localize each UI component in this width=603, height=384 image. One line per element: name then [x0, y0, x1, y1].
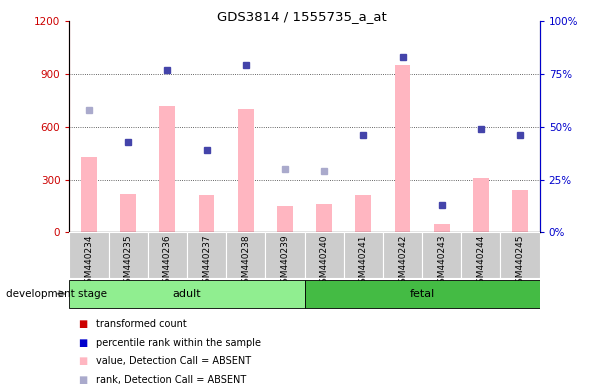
- Bar: [226, 232, 265, 278]
- Text: percentile rank within the sample: percentile rank within the sample: [96, 338, 262, 348]
- Bar: [81, 157, 96, 232]
- Bar: [305, 232, 344, 278]
- Bar: [422, 232, 461, 278]
- Text: ■: ■: [78, 375, 87, 384]
- Text: ■: ■: [78, 319, 87, 329]
- Text: adult: adult: [172, 289, 201, 299]
- Text: GSM440239: GSM440239: [280, 235, 289, 289]
- Text: development stage: development stage: [6, 289, 107, 299]
- Text: rank, Detection Call = ABSENT: rank, Detection Call = ABSENT: [96, 375, 247, 384]
- Bar: [434, 223, 450, 232]
- Text: GSM440240: GSM440240: [320, 235, 329, 289]
- Text: GSM440234: GSM440234: [84, 235, 93, 289]
- Bar: [120, 194, 136, 232]
- Text: GDS3814 / 1555735_a_at: GDS3814 / 1555735_a_at: [216, 10, 387, 23]
- Text: GSM440237: GSM440237: [202, 235, 211, 289]
- Bar: [500, 232, 540, 278]
- Bar: [198, 195, 215, 232]
- Text: GSM440238: GSM440238: [241, 235, 250, 289]
- Text: ■: ■: [78, 356, 87, 366]
- Bar: [238, 109, 254, 232]
- Text: fetal: fetal: [409, 289, 435, 299]
- Text: GSM440243: GSM440243: [437, 235, 446, 289]
- Text: ■: ■: [78, 338, 87, 348]
- Text: GSM440241: GSM440241: [359, 235, 368, 289]
- Bar: [109, 232, 148, 278]
- Bar: [383, 232, 422, 278]
- Bar: [317, 204, 332, 232]
- Bar: [513, 190, 528, 232]
- Text: transformed count: transformed count: [96, 319, 187, 329]
- Bar: [356, 195, 371, 232]
- Bar: [69, 232, 109, 278]
- Text: GSM440245: GSM440245: [516, 235, 525, 289]
- Bar: [148, 232, 187, 278]
- Text: GSM440244: GSM440244: [476, 235, 485, 289]
- Text: value, Detection Call = ABSENT: value, Detection Call = ABSENT: [96, 356, 251, 366]
- Bar: [394, 65, 410, 232]
- Text: GSM440242: GSM440242: [398, 235, 407, 289]
- Bar: [277, 206, 292, 232]
- Bar: [159, 106, 175, 232]
- Bar: [473, 178, 489, 232]
- Text: GSM440236: GSM440236: [163, 235, 172, 289]
- Bar: [69, 280, 305, 308]
- Text: GSM440235: GSM440235: [124, 235, 133, 289]
- Bar: [187, 232, 226, 278]
- Bar: [461, 232, 500, 278]
- Bar: [344, 232, 383, 278]
- Bar: [305, 280, 540, 308]
- Bar: [265, 232, 305, 278]
